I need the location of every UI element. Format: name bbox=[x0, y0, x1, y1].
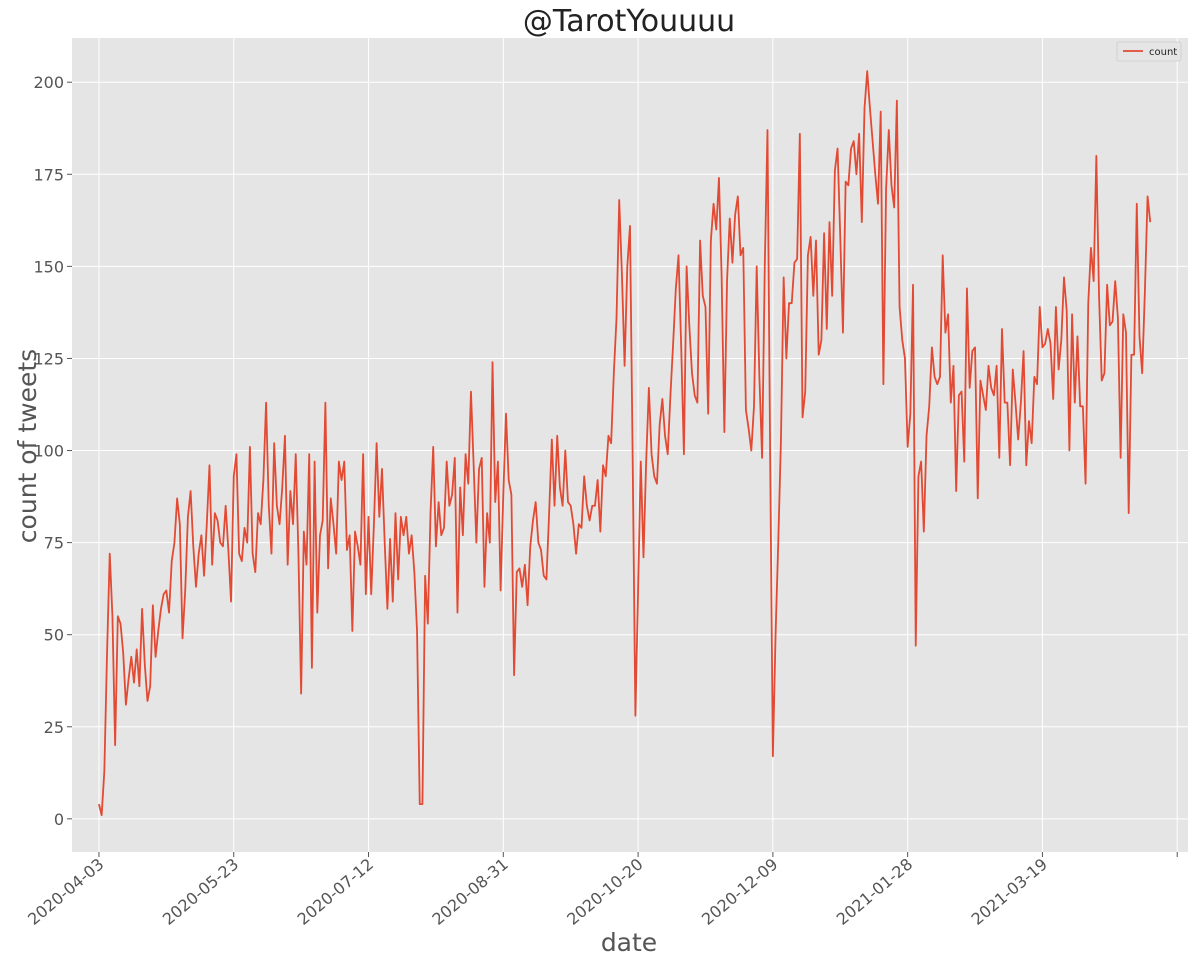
legend-box bbox=[1116, 41, 1182, 62]
grid-lines bbox=[72, 38, 1188, 852]
y-axis-label: count of tweets bbox=[13, 349, 42, 543]
y-tick-label: 75 bbox=[44, 534, 64, 553]
y-tick-label: 150 bbox=[33, 257, 64, 276]
y-tick-label: 50 bbox=[44, 626, 64, 645]
x-tick-label: 2020-05-23 bbox=[159, 855, 242, 929]
x-axis-ticks: 2020-04-03 2020-05-23 2020-07-12 2020-08-31… bbox=[24, 852, 1178, 929]
x-tick-label: 2020-04-03 bbox=[24, 855, 107, 929]
y-tick-label: 175 bbox=[33, 165, 64, 184]
y-tick-label: 100 bbox=[33, 442, 64, 461]
y-tick-label: 125 bbox=[33, 349, 64, 368]
series-layer bbox=[98, 70, 1152, 817]
y-axis-ticks: 0 25 50 75 100 125 150 175 200 bbox=[33, 73, 72, 829]
chart-title: @TarotYouuuu bbox=[523, 4, 735, 39]
legend-label-count: count bbox=[1149, 47, 1177, 58]
y-tick-label: 200 bbox=[33, 73, 64, 92]
x-axis-label: date bbox=[601, 928, 657, 957]
x-tick-label: 2020-07-12 bbox=[294, 855, 377, 929]
x-tick-label: 2021-03-19 bbox=[968, 855, 1051, 929]
series-line-count bbox=[98, 70, 1152, 817]
legend: count bbox=[1116, 41, 1182, 62]
y-tick-label: 25 bbox=[44, 718, 64, 737]
x-tick-label: 2020-10-20 bbox=[563, 855, 646, 929]
x-tick-label: 2020-08-31 bbox=[428, 855, 511, 929]
x-tick-label: 2020-12-09 bbox=[698, 855, 781, 929]
plot-area bbox=[72, 38, 1188, 852]
y-tick-label: 0 bbox=[54, 810, 64, 829]
x-tick-label: 2021-01-28 bbox=[833, 855, 916, 929]
